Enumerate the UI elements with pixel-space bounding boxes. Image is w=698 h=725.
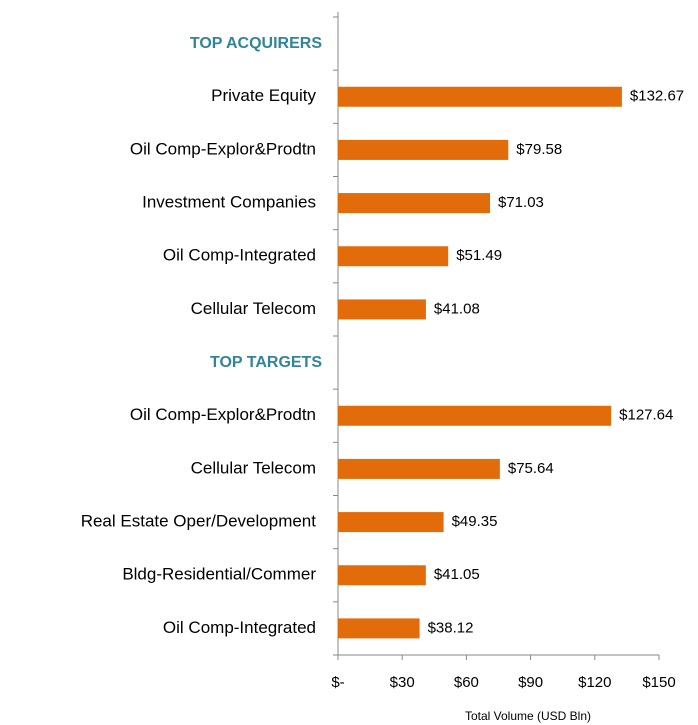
x-tick-label: $120 (578, 674, 611, 691)
value-label: $38.12 (428, 619, 474, 636)
value-label: $75.64 (508, 460, 554, 477)
value-label: $132.67 (630, 88, 684, 105)
y-tick-label: Oil Comp-Explor&Prodtn (130, 405, 316, 424)
value-label: $41.08 (434, 300, 480, 317)
value-label: $127.64 (619, 407, 673, 424)
bar (338, 618, 420, 639)
bar (338, 512, 444, 533)
y-tick-label: Oil Comp-Integrated (163, 618, 316, 637)
bar (338, 565, 426, 586)
group-header: TOP ACQUIRERS (190, 35, 323, 52)
x-tick-label: $30 (390, 674, 415, 691)
y-tick-label: Oil Comp-Explor&Prodtn (130, 139, 316, 158)
x-tick-label: $60 (454, 674, 479, 691)
value-label: $41.05 (434, 566, 480, 583)
value-label: $79.58 (516, 141, 562, 158)
bar (338, 193, 491, 214)
y-tick-label: Cellular Telecom (191, 299, 316, 318)
bar (338, 405, 612, 426)
bar (338, 246, 449, 267)
value-label: $51.49 (456, 247, 502, 264)
y-tick-label: Oil Comp-Integrated (163, 246, 316, 265)
bar (338, 86, 622, 107)
x-tick-label: $- (331, 674, 344, 691)
y-tick-label: Real Estate Oper/Development (81, 512, 317, 531)
y-tick-label: Bldg-Residential/Commer (122, 565, 316, 584)
value-label: $49.35 (452, 513, 498, 530)
y-tick-label: Cellular Telecom (191, 458, 316, 477)
y-tick-label: Private Equity (211, 86, 316, 105)
x-axis-label: Total Volume (USD Bln) (465, 709, 591, 723)
x-tick-label: $150 (642, 674, 675, 691)
bar (338, 139, 509, 160)
group-header: TOP TARGETS (210, 354, 322, 371)
bar (338, 458, 500, 479)
value-label: $71.03 (498, 194, 544, 211)
x-tick-label: $90 (518, 674, 543, 691)
y-tick-label: Investment Companies (142, 193, 316, 212)
bar (338, 299, 426, 320)
